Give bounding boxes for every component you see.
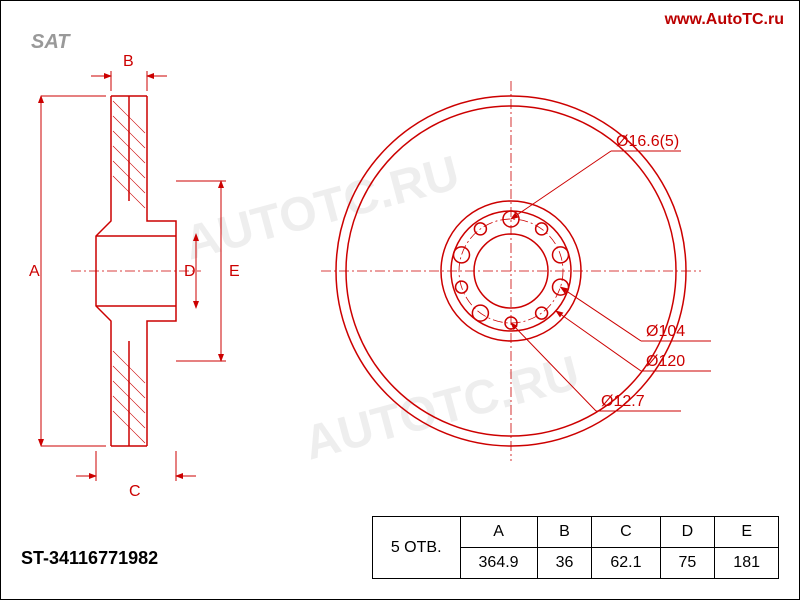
drawing-container: AUTOTC.RU AUTOTC.RU www.AutoTC.ru SAT ST… xyxy=(0,0,800,600)
table-header: D xyxy=(660,517,715,548)
dim-label-e: E xyxy=(229,263,240,280)
table-header: B xyxy=(537,517,592,548)
table-header: A xyxy=(460,517,537,548)
dim-label-c: C xyxy=(129,483,141,500)
side-view xyxy=(71,96,201,446)
dimensions-table: 5 ОТВ. A B C D E 364.9 36 62.1 75 181 xyxy=(372,516,779,579)
table-cell: 36 xyxy=(537,548,592,579)
part-number: ST-34116771982 xyxy=(21,548,158,569)
dim-label-d: D xyxy=(184,263,196,280)
callout-boltcircle: Ø104 xyxy=(646,323,685,340)
callout-hub: Ø120 xyxy=(646,353,685,370)
holes-cell: 5 ОТВ. xyxy=(372,517,460,579)
table-row: 5 ОТВ. A B C D E xyxy=(372,517,778,548)
table-cell: 364.9 xyxy=(460,548,537,579)
dim-label-a: A xyxy=(29,263,40,280)
table-header: E xyxy=(715,517,779,548)
callout-pin: Ø12.7 xyxy=(601,393,645,410)
front-view: Ø16.6(5) Ø104 Ø120 Ø12.7 xyxy=(321,81,711,461)
dim-label-b: B xyxy=(123,53,134,70)
table-header: C xyxy=(592,517,660,548)
table-cell: 75 xyxy=(660,548,715,579)
table-cell: 181 xyxy=(715,548,779,579)
table-cell: 62.1 xyxy=(592,548,660,579)
site-url: www.AutoTC.ru xyxy=(665,11,784,29)
callout-bolthole: Ø16.6(5) xyxy=(616,133,679,150)
technical-drawing: Ø16.6(5) Ø104 Ø120 Ø12.7 xyxy=(1,1,800,600)
brand-logo: SAT xyxy=(31,31,70,54)
